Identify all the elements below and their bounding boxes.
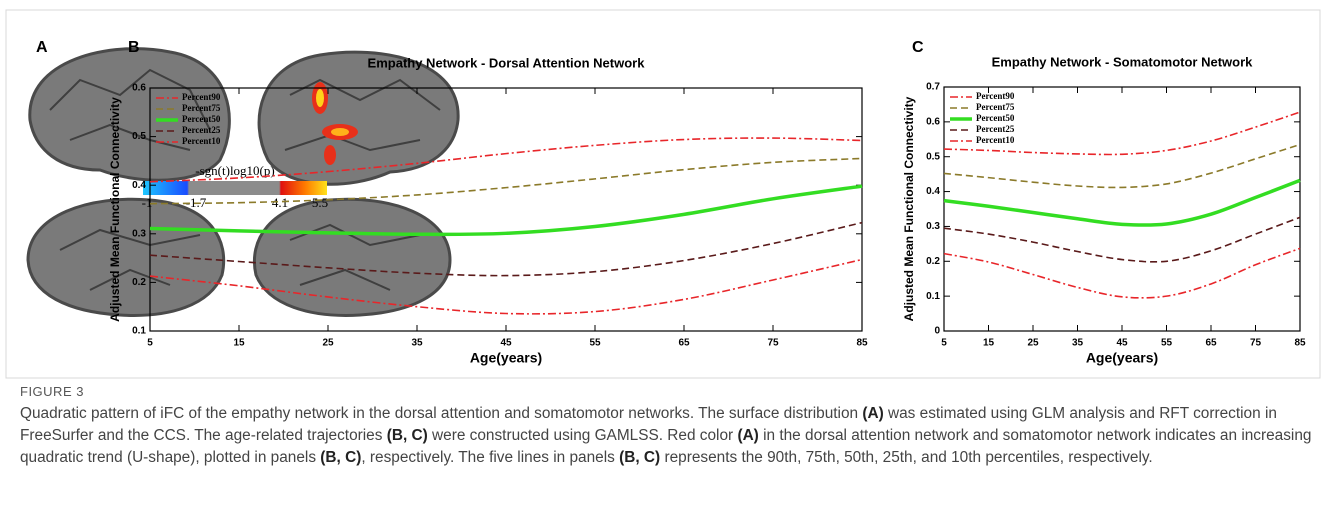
legend-label: Percent10 <box>976 135 1015 145</box>
panel-a: A -sgn(t)log10(p) -1 -1.7 4.1 5.5 <box>28 39 458 315</box>
y-tick-label: 0.6 <box>926 116 940 127</box>
figure: A -sgn(t)log10(p) -1 -1.7 4.1 5.5 B Empat… <box>0 0 1326 380</box>
chart: C Empathy Network - Somatomotor Network Ag… <box>902 39 1306 365</box>
y-tick-label: 0.4 <box>132 180 146 191</box>
x-tick-label: 75 <box>1250 338 1262 349</box>
x-tick-label: 15 <box>983 338 995 349</box>
y-axis-label: Adjusted Mean Functional Connectivity <box>108 97 122 322</box>
x-tick-label: 55 <box>1161 338 1173 349</box>
y-tick-label: 0.3 <box>132 228 146 239</box>
page: {"figure": { "label": "FIGURE 3", "capti… <box>0 0 1326 529</box>
x-tick-label: 35 <box>1072 338 1084 349</box>
legend-label: Percent75 <box>182 103 221 113</box>
x-axis-label: Age(years) <box>1086 350 1158 366</box>
series-line <box>944 248 1300 297</box>
y-tick-label: 0.2 <box>132 277 146 288</box>
x-tick-label: 35 <box>411 338 423 349</box>
x-tick-label: 25 <box>322 338 334 349</box>
x-tick-label: 5 <box>147 338 153 349</box>
figure-caption: Quadratic pattern of iFC of the empathy … <box>20 403 1312 469</box>
chart: B Empathy Network - Dorsal Attention Netw… <box>108 39 868 365</box>
x-tick-label: 5 <box>941 338 947 349</box>
y-tick-label: 0.2 <box>926 256 940 267</box>
y-tick-label: 0.7 <box>926 82 940 93</box>
caption-text: , respectively. The five lines in panels <box>361 449 619 466</box>
x-tick-label: 15 <box>233 338 245 349</box>
caption-text: (B, C) <box>387 427 428 444</box>
legend-label: Percent10 <box>182 136 221 146</box>
y-tick-label: 0.4 <box>926 186 940 197</box>
colorbar-tick: -1 <box>142 195 153 210</box>
plot-frame <box>150 88 862 331</box>
x-tick-label: 25 <box>1027 338 1039 349</box>
y-tick-label: 0.5 <box>926 151 940 162</box>
x-tick-label: 65 <box>678 338 690 349</box>
x-tick-label: 75 <box>767 338 779 349</box>
y-tick-label: 0.5 <box>132 131 146 142</box>
x-tick-label: 55 <box>589 338 601 349</box>
x-tick-label: 45 <box>1116 338 1128 349</box>
x-tick-label: 65 <box>1205 338 1217 349</box>
y-tick-label: 0.6 <box>132 83 146 94</box>
y-tick-label: 0 <box>934 326 940 337</box>
x-tick-label: 45 <box>500 338 512 349</box>
colorbar <box>143 181 327 195</box>
y-axis-label: Adjusted Mean Functional Connectivity <box>902 96 916 321</box>
caption-text: Quadratic pattern of iFC of the empathy … <box>20 405 862 422</box>
caption-text: represents the 90th, 75th, 50th, 25th, a… <box>660 449 1153 466</box>
legend-label: Percent50 <box>976 113 1015 123</box>
y-tick-label: 0.1 <box>926 291 940 302</box>
legend-label: Percent50 <box>182 114 221 124</box>
caption-text: (A) <box>737 427 758 444</box>
caption-text: were constructed using GAMLSS. Red color <box>428 427 738 444</box>
panel-label: C <box>912 39 924 56</box>
x-tick-label: 85 <box>856 338 868 349</box>
caption-text: (B, C) <box>619 449 660 466</box>
caption-text: (A) <box>862 405 883 422</box>
legend-label: Percent90 <box>976 91 1015 101</box>
legend-label: Percent25 <box>182 125 221 135</box>
panel-label: B <box>128 39 140 56</box>
x-axis-label: Age(years) <box>470 350 542 366</box>
y-tick-label: 0.3 <box>926 221 940 232</box>
x-tick-label: 85 <box>1294 338 1306 349</box>
panel-label: A <box>36 39 48 56</box>
legend-label: Percent90 <box>182 92 221 102</box>
chart-title: Empathy Network - Dorsal Attention Netwo… <box>368 55 646 70</box>
colorbar-tick: 5.5 <box>312 195 328 210</box>
figure-label: FIGURE 3 <box>20 384 84 399</box>
chart-title: Empathy Network - Somatomotor Network <box>992 54 1254 69</box>
legend-label: Percent75 <box>976 102 1015 112</box>
caption-text: (B, C) <box>320 449 361 466</box>
legend-label: Percent25 <box>976 124 1015 134</box>
colorbar-tick: -1.7 <box>186 195 207 210</box>
y-tick-label: 0.1 <box>132 326 146 337</box>
